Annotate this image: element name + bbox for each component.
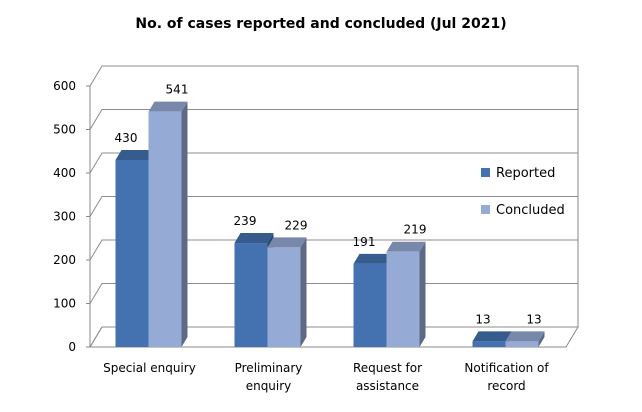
bar-side: [181, 101, 188, 347]
bar-front: [115, 159, 149, 347]
legend-swatch: [481, 168, 490, 177]
bar-side: [300, 237, 307, 347]
y-axis-ticks: 0 100 200 300 400 500 600: [53, 79, 76, 354]
y-tick-label: 500: [53, 123, 76, 137]
category-label: Notification of record: [464, 361, 549, 393]
y-tick-label: 600: [53, 79, 76, 93]
bar-concluded: [267, 237, 307, 347]
bar-top: [353, 253, 393, 264]
legend-label: Concluded: [496, 203, 565, 218]
data-label: 430: [115, 131, 138, 145]
data-label: 191: [353, 235, 376, 249]
gridline: [89, 152, 578, 174]
bar-top: [234, 233, 274, 244]
category-label-line: record: [487, 379, 525, 393]
data-label: 13: [475, 312, 490, 326]
data-label: 13: [526, 312, 541, 326]
bar-top: [505, 331, 545, 342]
data-label: 541: [166, 83, 189, 97]
category-label-line: assistance: [356, 379, 419, 393]
bar-front: [505, 341, 539, 347]
y-tick-label: 400: [53, 166, 76, 180]
data-label: 239: [234, 214, 257, 228]
bars: [115, 101, 545, 347]
y-tick-label: 200: [53, 253, 76, 267]
bar-concluded: [148, 101, 188, 347]
legend: Reported Concluded: [481, 166, 565, 218]
bar-side: [419, 241, 426, 347]
bar-side: [538, 331, 545, 347]
y-tick-label: 0: [68, 340, 76, 354]
gridline: [89, 239, 578, 261]
bar-concluded: [505, 331, 545, 347]
category-label: Preliminary enquiry: [235, 361, 303, 393]
bar-front: [267, 247, 301, 347]
category-label-line: enquiry: [246, 379, 292, 393]
bar-top: [267, 237, 307, 248]
legend-label: Reported: [496, 166, 555, 181]
y-tick-label: 300: [53, 210, 76, 224]
category-label-line: Preliminary: [235, 361, 303, 375]
bar-concluded: [386, 241, 426, 347]
data-label: 219: [404, 223, 427, 237]
gridline: [89, 196, 578, 217]
bar-top: [115, 149, 155, 160]
bar-top: [472, 331, 512, 342]
category-label-line: Notification of: [464, 361, 549, 375]
bar-front: [386, 251, 420, 347]
legend-swatch: [481, 205, 490, 214]
data-label: 229: [285, 218, 308, 232]
category-label: Request for assistance: [353, 361, 422, 393]
bar-front: [472, 341, 506, 347]
y-tick-label: 100: [53, 297, 76, 311]
bar-top: [386, 241, 426, 252]
bar-front: [148, 111, 182, 347]
category-labels: Special enquiry Preliminary enquiry Request…: [103, 361, 549, 393]
chart-title: No. of cases reported and concluded (Jul…: [135, 16, 506, 32]
gridline: [89, 65, 578, 87]
bar-front: [234, 243, 268, 347]
bar-top: [148, 101, 188, 112]
category-label-line: Request for: [353, 361, 422, 375]
data-labels: 430 541 239 229 191 219 13 13: [115, 83, 542, 327]
category-label-line: Special enquiry: [103, 361, 196, 375]
category-label: Special enquiry: [103, 361, 196, 375]
gridline: [89, 109, 578, 130]
bar-front: [353, 263, 387, 347]
